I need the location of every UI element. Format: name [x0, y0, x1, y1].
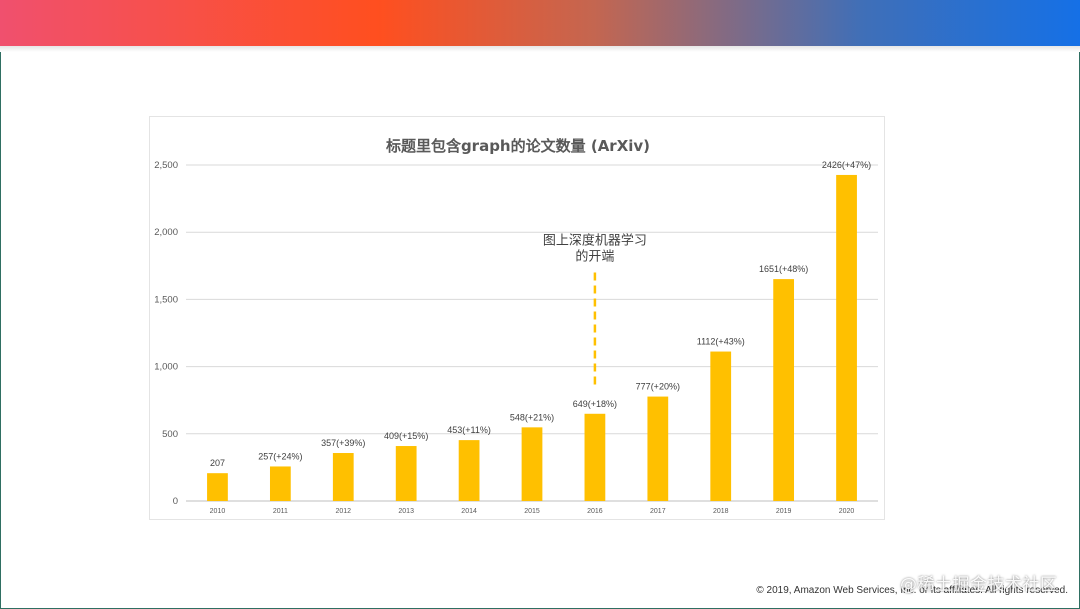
data-label: 453(+11%): [447, 425, 491, 435]
header-banner: [0, 0, 1080, 46]
x-tick-label: 2010: [210, 508, 226, 515]
x-tick-label: 2014: [461, 508, 477, 515]
data-label: 409(+15%): [384, 431, 428, 441]
data-label: 777(+20%): [636, 382, 680, 392]
data-label: 357(+39%): [321, 438, 365, 448]
x-tick-label: 2020: [839, 508, 855, 515]
y-tick-label: 1,500: [154, 294, 178, 305]
bar: [773, 279, 795, 501]
data-label: 1112(+43%): [697, 337, 745, 347]
y-tick-label: 0: [173, 496, 178, 507]
annotation-text: 图上深度机器学习: [543, 233, 647, 249]
data-label: 2426(+47%): [822, 160, 871, 170]
annotation-text: 的开端: [575, 249, 614, 265]
y-tick-label: 500: [162, 429, 178, 440]
x-tick-label: 2016: [587, 508, 603, 515]
watermark: @稀土掘金技术社区: [900, 575, 1058, 595]
y-tick-label: 2,000: [154, 227, 178, 238]
x-tick-label: 2018: [713, 508, 729, 515]
x-tick-label: 2013: [398, 508, 414, 515]
y-tick-label: 1,000: [154, 362, 178, 373]
data-label: 1651(+48%): [759, 264, 808, 274]
bar: [207, 473, 228, 501]
bar: [269, 466, 291, 501]
x-tick-label: 2019: [776, 508, 792, 515]
data-label: 207: [210, 458, 225, 468]
bar: [521, 427, 543, 501]
bar: [710, 351, 732, 501]
chart-area: 标题里包含graph的论文数量 (ArXiv) 0 500 1,000 1,500 2,…: [149, 116, 885, 520]
banner-shadow: [0, 46, 1080, 52]
x-tick-label: 2015: [524, 508, 540, 515]
data-label: 257(+24%): [258, 451, 302, 461]
data-label: 649(+18%): [573, 399, 617, 409]
x-tick-label: 2011: [273, 508, 288, 515]
x-tick-label: 2012: [335, 508, 351, 515]
bar: [836, 174, 857, 501]
data-label: 548(+21%): [510, 412, 554, 422]
copyright-text: © 2019, Amazon Web Services, Inc. or its…: [756, 585, 1068, 596]
bar: [458, 440, 480, 501]
bar: [647, 396, 669, 501]
bar: [584, 413, 606, 501]
chart-title: 标题里包含graph的论文数量 (ArXiv): [385, 137, 650, 155]
bar-chart: 标题里包含graph的论文数量 (ArXiv) 0 500 1,000 1,500 2,…: [154, 137, 878, 515]
bar: [332, 453, 354, 501]
y-tick-label: 2,500: [154, 160, 178, 171]
bar: [395, 446, 417, 501]
x-tick-label: 2017: [650, 508, 666, 515]
